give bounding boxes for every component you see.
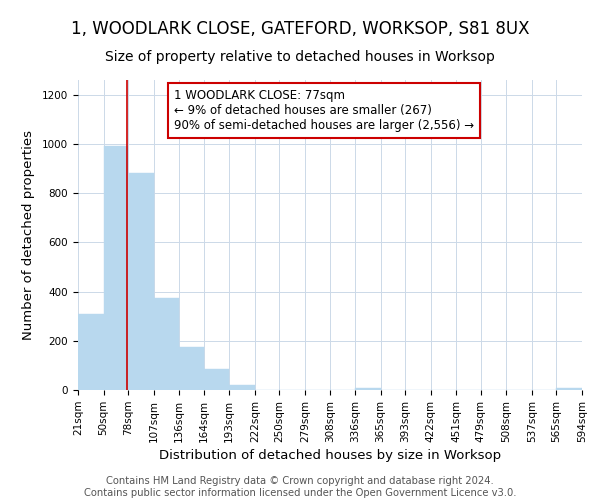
Text: Size of property relative to detached houses in Worksop: Size of property relative to detached ho… [105, 50, 495, 64]
Bar [78, 314, 104, 390]
Text: Contains HM Land Registry data © Crown copyright and database right 2024.
Contai: Contains HM Land Registry data © Crown c… [84, 476, 516, 498]
Bar [179, 347, 204, 390]
Text: 1, WOODLARK CLOSE, GATEFORD, WORKSOP, S81 8UX: 1, WOODLARK CLOSE, GATEFORD, WORKSOP, S8… [71, 20, 529, 38]
Bar [104, 146, 128, 390]
Bar [204, 369, 229, 390]
Bar [556, 388, 582, 390]
Bar [355, 388, 380, 390]
Bar [128, 174, 154, 390]
Bar [229, 385, 255, 390]
Y-axis label: Number of detached properties: Number of detached properties [22, 130, 35, 340]
X-axis label: Distribution of detached houses by size in Worksop: Distribution of detached houses by size … [159, 449, 501, 462]
Bar [154, 298, 179, 390]
Text: 1 WOODLARK CLOSE: 77sqm
← 9% of detached houses are smaller (267)
90% of semi-de: 1 WOODLARK CLOSE: 77sqm ← 9% of detached… [174, 90, 474, 132]
